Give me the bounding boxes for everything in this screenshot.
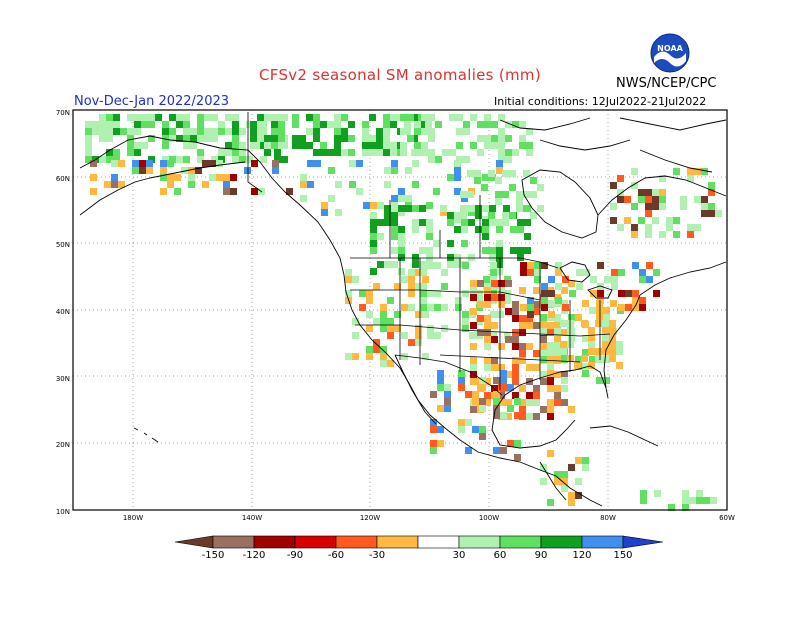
legend-swatch [458, 535, 501, 549]
longitude-label: 140W [242, 514, 262, 522]
legend-swatch [212, 535, 255, 549]
legend-arrow-left [174, 535, 214, 549]
legend-label: -120 [243, 550, 266, 561]
latitude-label: 30N [56, 375, 70, 383]
svg-text:NOAA: NOAA [657, 44, 683, 53]
boundaries [247, 112, 611, 396]
agency-label: NWS/NCEP/CPC [616, 76, 717, 91]
legend-label: 60 [494, 550, 507, 561]
legend-label: 150 [613, 550, 632, 561]
latitude-label: 50N [56, 241, 70, 249]
legend-swatch [581, 535, 624, 549]
longitude-label: 60W [719, 514, 735, 522]
initial-conditions-label: Initial conditions: 12Jul2022-21Jul2022 [494, 95, 707, 108]
legend-swatch [540, 535, 583, 549]
latitude-label: 70N [56, 109, 70, 117]
longitude-label: 100W [479, 514, 499, 522]
season-label: Nov-Dec-Jan 2022/2023 [74, 94, 230, 109]
longitude-label: 120W [360, 514, 380, 522]
legend-label: -150 [202, 550, 225, 561]
color-legend: -150 -120 -90 -60 -30 30 60 90 120 150 [174, 535, 664, 561]
legend-label: 90 [535, 550, 548, 561]
latitude-labels: 70N 60N 50N 40N 30N 20N 10N [56, 109, 70, 516]
noaa-logo-icon: NOAA [650, 33, 690, 73]
longitude-label: 80W [600, 514, 616, 522]
longitude-label: 180W [123, 514, 143, 522]
legend-arrow-right [622, 535, 664, 549]
legend-label: 120 [572, 550, 591, 561]
legend-swatch [417, 535, 460, 549]
legend-swatch [253, 535, 296, 549]
latitude-label: 10N [56, 508, 70, 516]
latitude-label: 60N [56, 175, 70, 183]
legend-label: -90 [287, 550, 303, 561]
legend-swatch [294, 535, 337, 549]
legend-swatch [335, 535, 378, 549]
map-frame [72, 109, 728, 511]
coastlines [79, 117, 727, 507]
longitude-labels: 180W 140W 120W 100W 80W 60W [123, 514, 735, 522]
legend-swatch [499, 535, 542, 549]
legend-swatch [376, 535, 419, 549]
latitude-label: 40N [56, 308, 70, 316]
legend-label: -30 [369, 550, 385, 561]
map-title: CFSv2 seasonal SM anomalies (mm) [259, 66, 541, 84]
latitude-label: 20N [56, 441, 70, 449]
legend-label: -60 [328, 550, 344, 561]
legend-label: 30 [453, 550, 466, 561]
